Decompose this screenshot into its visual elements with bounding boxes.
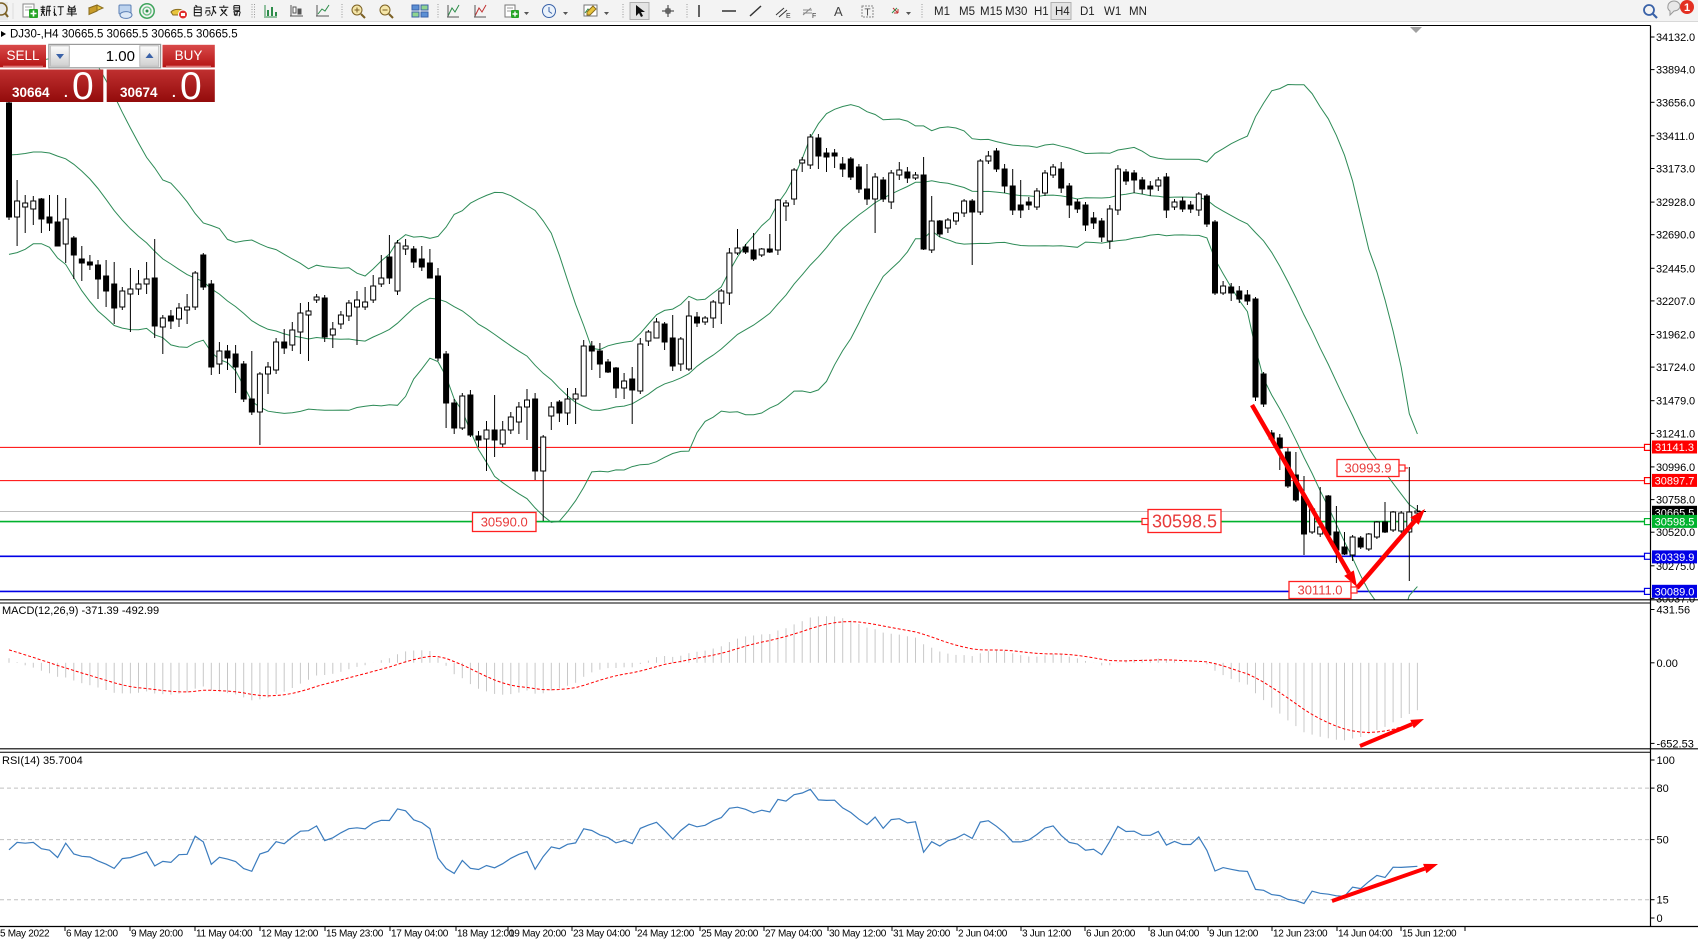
svg-text:18 May 12:00: 18 May 12:00	[457, 929, 515, 940]
svg-text:30598.5: 30598.5	[1152, 512, 1217, 532]
svg-text:DJ30-,H4 30665.5 30665.5 3066: DJ30-,H4 30665.5 30665.5 30665.5 30665.5	[10, 29, 238, 41]
svg-text:SELL: SELL	[6, 48, 40, 63]
svg-text:.: .	[172, 85, 176, 100]
svg-text:14 Jun 04:00: 14 Jun 04:00	[1338, 929, 1393, 940]
svg-text:H4: H4	[1055, 6, 1070, 18]
svg-text:80: 80	[1657, 783, 1669, 795]
svg-text:33656.0: 33656.0	[1656, 97, 1695, 109]
svg-text:1: 1	[1684, 2, 1690, 14]
svg-text:6 May 12:00: 6 May 12:00	[66, 929, 118, 940]
svg-text:0: 0	[180, 65, 202, 108]
svg-text:H1: H1	[1034, 6, 1049, 18]
svg-text:30758.0: 30758.0	[1656, 495, 1695, 507]
svg-text:33411.0: 33411.0	[1656, 131, 1694, 143]
svg-text:32928.0: 32928.0	[1656, 197, 1695, 209]
svg-text:31479.0: 31479.0	[1656, 396, 1695, 408]
svg-text:32445.0: 32445.0	[1656, 263, 1695, 275]
svg-text:34132.0: 34132.0	[1656, 32, 1695, 44]
svg-text:27 May 04:00: 27 May 04:00	[765, 929, 823, 940]
svg-text:12 Jun 23:00: 12 Jun 23:00	[1273, 929, 1328, 940]
svg-text:F: F	[812, 13, 816, 20]
svg-text:30339.9: 30339.9	[1655, 552, 1695, 564]
svg-text:31141.3: 31141.3	[1655, 442, 1694, 454]
svg-text:0: 0	[1657, 913, 1663, 925]
svg-text:MN: MN	[1129, 6, 1147, 18]
svg-text:24 May 12:00: 24 May 12:00	[637, 929, 695, 940]
svg-text:W1: W1	[1104, 6, 1121, 18]
svg-text:30089.0: 30089.0	[1655, 586, 1695, 598]
svg-text:15: 15	[1657, 895, 1669, 907]
svg-text:15 Jun 12:00: 15 Jun 12:00	[1402, 929, 1457, 940]
svg-text:0.00: 0.00	[1657, 658, 1678, 670]
svg-text:2 Jun 04:00: 2 Jun 04:00	[958, 929, 1008, 940]
svg-text:19 May 20:00: 19 May 20:00	[509, 929, 567, 940]
svg-text:30897.7: 30897.7	[1655, 475, 1695, 487]
svg-text:100: 100	[1657, 755, 1675, 767]
svg-text:RSI(14) 35.7004: RSI(14) 35.7004	[2, 755, 83, 767]
svg-text:33894.0: 33894.0	[1656, 65, 1695, 77]
svg-text:30 May 12:00: 30 May 12:00	[829, 929, 887, 940]
svg-text:31241.0: 31241.0	[1656, 428, 1695, 440]
svg-text:9 May 20:00: 9 May 20:00	[131, 929, 183, 940]
svg-text:30598.5: 30598.5	[1655, 516, 1695, 528]
svg-text:3 Jun 12:00: 3 Jun 12:00	[1022, 929, 1072, 940]
svg-text:BUY: BUY	[175, 48, 203, 63]
svg-text:.: .	[64, 85, 68, 100]
svg-text:31724.0: 31724.0	[1656, 362, 1695, 374]
svg-text:30275.0: 30275.0	[1656, 561, 1695, 573]
svg-text:MACD(12,26,9) -371.39 -492.99: MACD(12,26,9) -371.39 -492.99	[2, 605, 159, 617]
svg-text:30111.0: 30111.0	[1297, 583, 1342, 598]
svg-text:1.00: 1.00	[106, 48, 135, 65]
svg-text:0: 0	[72, 65, 94, 108]
svg-text:32207.0: 32207.0	[1656, 296, 1695, 308]
svg-text:M5: M5	[959, 6, 975, 18]
svg-text:30664: 30664	[12, 85, 50, 100]
svg-text:M30: M30	[1005, 6, 1027, 18]
svg-text:5 May 2022: 5 May 2022	[0, 929, 50, 940]
svg-text:11 May 04:00: 11 May 04:00	[196, 929, 253, 940]
svg-text:15 May 23:00: 15 May 23:00	[326, 929, 384, 940]
svg-text:32690.0: 32690.0	[1656, 230, 1695, 242]
svg-text:A: A	[834, 4, 843, 19]
svg-text:23 May 04:00: 23 May 04:00	[573, 929, 631, 940]
svg-text:50: 50	[1657, 835, 1669, 847]
svg-text:31962.0: 31962.0	[1656, 330, 1695, 342]
svg-text:33173.0: 33173.0	[1656, 164, 1695, 176]
svg-text:12 May 12:00: 12 May 12:00	[261, 929, 319, 940]
svg-text:D1: D1	[1080, 6, 1095, 18]
svg-text:31 May 20:00: 31 May 20:00	[893, 929, 951, 940]
svg-text:M1: M1	[934, 6, 950, 18]
svg-text:30674: 30674	[120, 85, 158, 100]
svg-text:17 May 04:00: 17 May 04:00	[391, 929, 449, 940]
svg-text:25 May 20:00: 25 May 20:00	[701, 929, 759, 940]
svg-text:8 Jun 04:00: 8 Jun 04:00	[1150, 929, 1200, 940]
svg-text:30996.0: 30996.0	[1656, 462, 1695, 474]
svg-text:9 Jun 12:00: 9 Jun 12:00	[1209, 929, 1259, 940]
svg-text:6 Jun 20:00: 6 Jun 20:00	[1086, 929, 1136, 940]
svg-text:T: T	[865, 8, 871, 19]
svg-text:M15: M15	[980, 6, 1002, 18]
svg-text:-652.53: -652.53	[1657, 738, 1694, 750]
svg-text:E: E	[786, 13, 791, 20]
svg-text:30520.0: 30520.0	[1656, 527, 1695, 539]
svg-text:30590.0: 30590.0	[481, 515, 528, 530]
svg-text:30993.9: 30993.9	[1345, 461, 1392, 476]
svg-text:431.56: 431.56	[1657, 605, 1691, 617]
